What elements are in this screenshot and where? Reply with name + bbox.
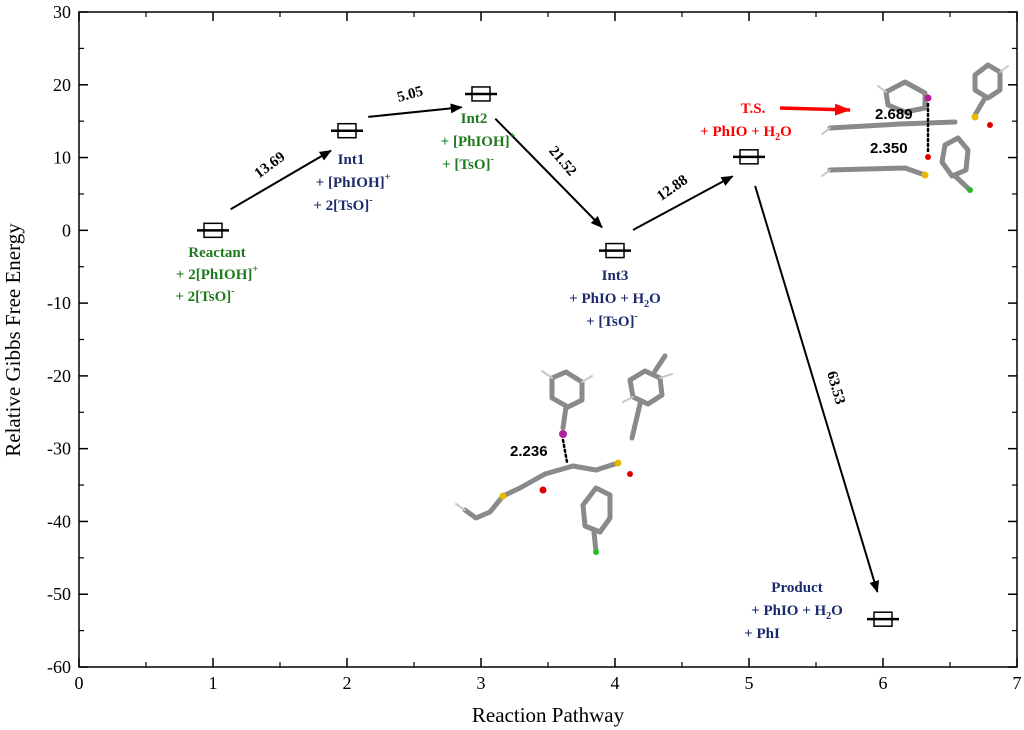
int1-name: Int1 <box>338 152 365 168</box>
energy-point-marker <box>471 86 491 102</box>
transition-arrow <box>230 149 332 211</box>
x-tick-label: 2 <box>343 673 352 693</box>
reactant-line2: + 2[PhIOH]+ <box>176 264 258 283</box>
product-name: Product <box>771 580 822 596</box>
ts-name: T.S. <box>741 101 766 117</box>
transition-label: 12.88 <box>654 172 691 204</box>
energy-point-marker <box>873 611 893 627</box>
transition-label: 63.53 <box>823 369 848 406</box>
y-tick-label: -40 <box>47 511 71 531</box>
int2-line2: + [PhIOH]+ <box>441 131 516 150</box>
y-axis-ticks: 30 20 10 0 -10 -20 -30 -40 -50 -60 <box>47 2 1017 677</box>
ts-pointer-arrow <box>779 103 851 116</box>
ts-bond-distance-1: 2.689 <box>875 106 913 123</box>
ts-bond-distance-2: 2.350 <box>870 140 908 157</box>
label-int3: Int3 + PhIO + H2O + [TsO]- <box>569 268 661 330</box>
reactant-name: Reactant <box>188 245 245 261</box>
ts-molecule-structure <box>821 62 1009 193</box>
x-tick-label: 1 <box>209 673 218 693</box>
energy-points <box>197 86 899 627</box>
int3-line2: + PhIO + H2O <box>569 291 661 310</box>
y-tick-label: -20 <box>47 366 71 386</box>
transition-arrow <box>368 103 463 118</box>
x-tick-label: 4 <box>611 673 620 693</box>
x-tick-label: 6 <box>879 673 888 693</box>
energy-point-marker <box>605 242 625 259</box>
x-tick-label: 7 <box>1013 673 1022 693</box>
int1-line3: + 2[TsO]- <box>313 195 372 214</box>
y-tick-label: -30 <box>47 439 71 459</box>
x-axis-ticks: 0 1 2 3 4 5 6 7 <box>75 12 1022 693</box>
x-tick-label: 3 <box>477 673 486 693</box>
int3-molecule-structure <box>455 353 673 555</box>
ts-line2: + PhIO + H2O <box>700 124 792 143</box>
energy-point-marker <box>337 122 357 139</box>
y-tick-label: -10 <box>47 293 71 313</box>
x-tick-label: 0 <box>75 673 84 693</box>
y-tick-label: -60 <box>47 657 71 677</box>
y-tick-label: 30 <box>53 2 71 22</box>
label-ts: T.S. + PhIO + H2O <box>700 101 792 143</box>
int2-line3: + [TsO]- <box>442 154 494 173</box>
transition-label: 13.69 <box>252 149 289 182</box>
y-tick-label: 10 <box>53 148 71 168</box>
reactant-line3: + 2[TsO]- <box>175 286 234 305</box>
y-axis-label: Relative Gibbs Free Energy <box>1 223 25 457</box>
transition-arrow <box>494 117 603 229</box>
label-int2: Int2 + [PhIOH]+ + [TsO]- <box>441 111 516 173</box>
int2-name: Int2 <box>461 111 488 127</box>
int3-name: Int3 <box>602 268 629 284</box>
int1-line2: + [PhIOH]+ <box>316 172 391 191</box>
label-product: Product + PhIO + H2O + PhI <box>744 580 843 642</box>
product-line3: + PhI <box>744 626 780 642</box>
product-line2: + PhIO + H2O <box>751 603 843 622</box>
y-tick-label: 0 <box>62 220 71 240</box>
label-int1: Int1 + [PhIOH]+ + 2[TsO]- <box>313 152 390 214</box>
transition-arrow <box>754 185 880 593</box>
energy-point-marker <box>739 149 759 165</box>
int3-bond-distance: 2.236 <box>510 443 548 460</box>
transition-label: 5.05 <box>395 84 425 106</box>
x-axis-label: Reaction Pathway <box>472 703 625 727</box>
int3-line3: + [TsO]- <box>586 311 638 330</box>
transition-arrow <box>632 175 734 231</box>
y-tick-label: 20 <box>53 75 71 95</box>
y-tick-label: -50 <box>47 584 71 604</box>
energy-point-marker <box>203 222 223 239</box>
x-tick-label: 5 <box>745 673 754 693</box>
label-reactant: Reactant + 2[PhIOH]+ + 2[TsO]- <box>175 245 258 305</box>
